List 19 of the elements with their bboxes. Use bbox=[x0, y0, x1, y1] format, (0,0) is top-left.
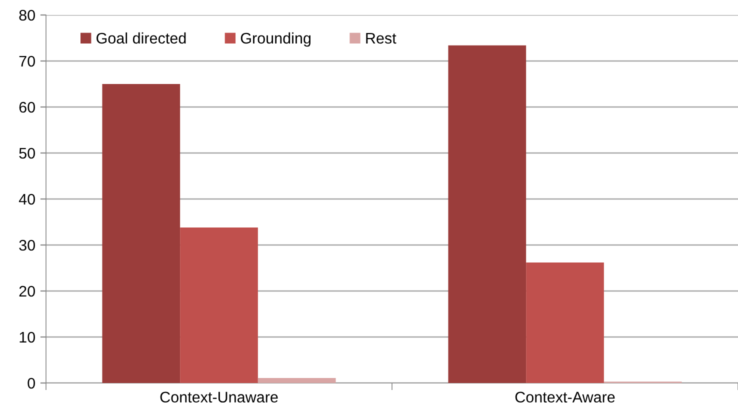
x-tick-label: Context-Unaware bbox=[160, 392, 278, 403]
y-tick-label: 20 bbox=[19, 286, 35, 297]
y-tick-label: 10 bbox=[20, 332, 35, 343]
y-tick-label: 30 bbox=[19, 240, 35, 251]
legend-label: Rest bbox=[366, 32, 396, 44]
bar bbox=[526, 262, 604, 383]
bar bbox=[258, 378, 336, 383]
y-tick-label: 80 bbox=[19, 10, 35, 21]
y-tick-label: 60 bbox=[19, 102, 35, 113]
y-tick-label: 0 bbox=[28, 378, 35, 389]
legend-label: Grounding bbox=[240, 32, 310, 47]
bar bbox=[102, 84, 180, 383]
bar bbox=[180, 228, 258, 383]
legend-label: Goal directed bbox=[96, 32, 186, 44]
y-tick-label: 50 bbox=[19, 148, 35, 159]
y-tick-label: 40 bbox=[18, 194, 35, 205]
y-tick-label: 70 bbox=[19, 56, 35, 67]
x-tick-label: Context-Aware bbox=[515, 392, 615, 403]
bar bbox=[448, 45, 526, 383]
